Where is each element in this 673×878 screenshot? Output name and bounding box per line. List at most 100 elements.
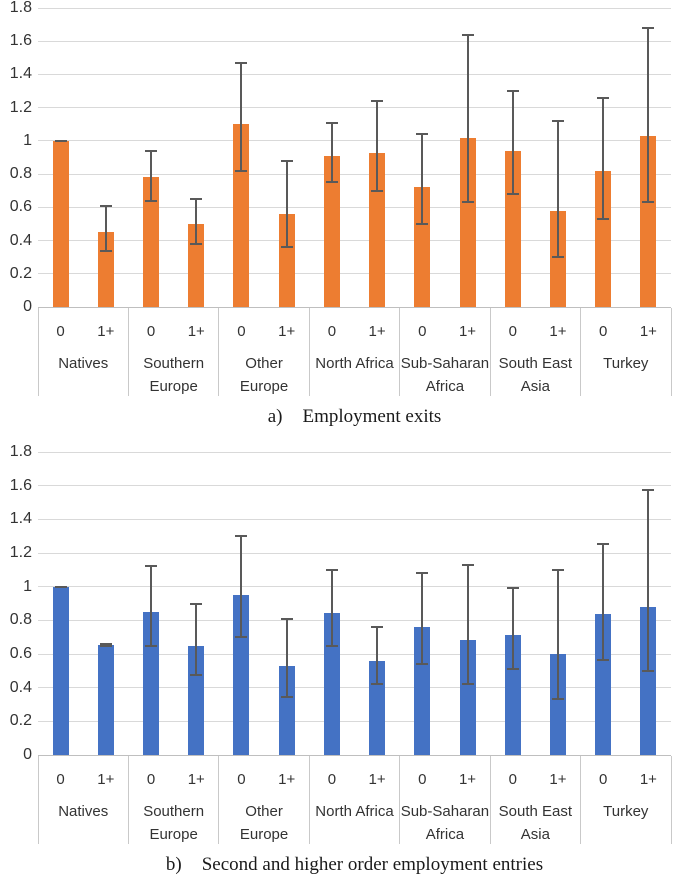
error-bar-cap-high-turkey-0 [597,542,610,545]
x-tick-label-sub-saharan-africa-0: 0 [418,771,427,788]
x-tick-label-other-europe-1plus: 1+ [278,771,296,788]
error-bar-cap-high-southern-europe-0 [145,149,158,152]
x-axis-line [38,307,671,308]
group-label-southern-europe: Europe [149,378,198,395]
x-tick-label-southern-europe-1plus: 1+ [187,771,205,788]
bar-turkey-1plus [640,606,657,755]
error-bar-cap-low-other-europe-0 [235,169,248,172]
error-bar-line-sub-saharan-africa-1plus [466,34,469,203]
category-separator [127,308,129,396]
category-separator [308,756,310,844]
bar-sub-saharan-africa-1plus [459,639,476,755]
error-bar-line-north-africa-1plus [376,627,379,685]
error-bar-cap-high-sub-saharan-africa-0 [416,133,429,136]
error-bar-cap-low-south-east-asia-1plus [551,256,564,259]
bar-turkey-1plus [640,135,657,307]
y-tick-label: 1 [23,131,32,149]
x-tick-label-south-east-asia-1plus: 1+ [549,323,567,340]
error-bar-line-south-east-asia-1plus [556,120,559,258]
error-bar-cap-low-south-east-asia-1plus [551,698,564,701]
group-label-other-europe: Europe [239,378,289,395]
y-tick-label: 0.6 [9,198,32,216]
category-separator [489,308,491,396]
error-bar-cap-low-turkey-0 [597,217,610,220]
group-label-north-africa: North Africa [315,803,394,820]
gridline [38,687,671,689]
bar-north-africa-0 [323,155,340,307]
x-tick-label-southern-europe-0: 0 [146,771,156,788]
bar-north-africa-0 [323,612,340,755]
bar-south-east-asia-0 [504,635,521,755]
group-label-natives: Natives [58,355,109,372]
group-label-south-east-asia: Asia [520,826,550,843]
x-tick-label-turkey-0: 0 [598,323,608,340]
error-bar-cap-high-southern-europe-1plus [190,198,203,201]
x-tick-label-north-africa-0: 0 [327,323,337,340]
bar-turkey-0 [595,170,612,307]
gridline [38,273,671,275]
chart-b-caption-prefix: b) [165,854,182,875]
error-bar-cap-high-south-east-asia-0 [506,587,519,590]
x-axis-line [38,755,671,756]
group-label-sub-saharan-africa: Sub-Saharan [400,355,490,372]
category-separator [218,756,220,844]
gridline [38,586,671,588]
y-tick-label: 1.2 [9,544,32,561]
error-bar-cap-high-other-europe-0 [235,535,248,538]
y-tick-label: 0.2 [9,712,32,730]
error-bar-line-other-europe-1plus [285,618,288,697]
error-bar-cap-high-north-africa-1plus [371,626,384,629]
y-tick-label: 1.2 [9,98,32,116]
error-bar-line-south-east-asia-0 [511,588,514,670]
gridline [38,518,671,520]
error-bar-cap-low-turkey-0 [597,658,610,661]
error-bar-cap-low-turkey-1plus [642,201,655,204]
x-tick-label-other-europe-0: 0 [237,323,246,340]
y-tick-label: 1.4 [9,65,32,83]
bar-other-europe-1plus [278,665,295,755]
gridline [38,619,671,621]
category-separator [670,756,672,844]
error-bar-line-north-africa-0 [330,569,333,646]
error-bar-cap-low-sub-saharan-africa-0 [416,222,429,225]
bar-natives-0 [52,140,69,307]
error-bar-cap-high-turkey-1plus [642,26,655,29]
gridline [38,173,671,175]
error-bar-cap-high-other-europe-0 [235,61,248,64]
x-tick-label-sub-saharan-africa-0: 0 [418,323,427,340]
group-label-south-east-asia: South East [498,803,573,820]
x-tick-label-southern-europe-0: 0 [146,323,156,340]
group-label-natives: Natives [58,803,109,820]
chart-a-caption-prefix: a) [267,406,283,427]
bar-south-east-asia-1plus [549,210,566,307]
group-label-other-europe: Other [245,803,283,820]
chart-employment-exits: a) Employment exits 0 0.2 0.4 0.6 0.8 1 1.2 1.4 1… [9,0,672,427]
gridline [38,73,671,75]
error-bar-line-sub-saharan-africa-1plus [466,564,469,685]
error-bar-line-other-europe-0 [240,536,243,638]
error-bar-line-north-africa-1plus [376,101,379,191]
error-bar-cap-low-turkey-1plus [642,669,655,672]
chart-b-caption-text: Second and higher order employment entri… [201,854,544,875]
error-bar-cap-high-other-europe-1plus [280,617,293,620]
y-tick-label: 0.4 [9,678,32,696]
bar-sub-saharan-africa-0 [414,627,431,755]
error-bar-line-turkey-0 [602,97,605,219]
bar-other-europe-1plus [278,213,295,307]
gridline [38,240,671,242]
error-bar-cap-high-sub-saharan-africa-1plus [461,33,474,36]
category-separator [218,308,220,396]
category-separator [580,308,582,396]
group-label-sub-saharan-africa: Africa [425,826,465,843]
error-bar-cap-high-turkey-1plus [642,488,655,491]
error-bar-cap-low-southern-europe-0 [145,645,158,648]
gridline [38,7,671,9]
y-tick-label: 0.6 [9,645,32,662]
error-bar-cap-low-south-east-asia-0 [506,193,519,196]
y-tick-label: 0 [23,298,32,315]
gridline [38,206,671,208]
gridline [38,485,671,487]
error-bar-line-southern-europe-1plus [195,199,198,244]
category-separator [399,756,401,844]
x-tick-label-other-europe-1plus: 1+ [278,323,296,340]
